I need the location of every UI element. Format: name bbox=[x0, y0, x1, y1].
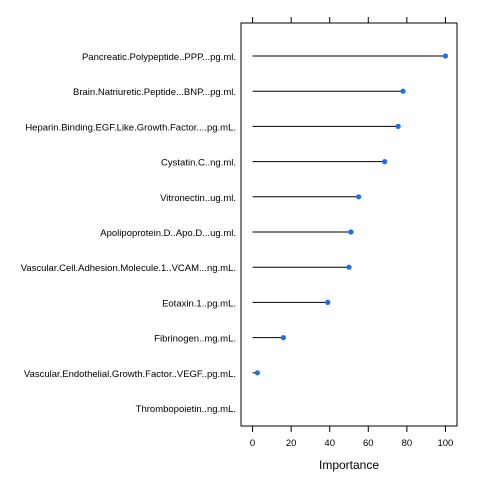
category-label: Thrombopoietin..ng.mL. bbox=[136, 404, 236, 415]
data-point bbox=[382, 159, 388, 165]
x-tick-label: 60 bbox=[363, 438, 374, 449]
category-label: Cystatin.C..ng.ml. bbox=[161, 158, 236, 169]
x-tick-label: 20 bbox=[286, 438, 297, 449]
x-tick-label: 80 bbox=[402, 438, 413, 449]
data-point bbox=[442, 53, 449, 59]
category-label: Brain.Natriuretic.Peptide...BNP...pg.ml. bbox=[73, 87, 236, 98]
data-point bbox=[395, 123, 401, 129]
lollipop-lines bbox=[252, 55, 446, 374]
category-label: Fibrinogen..mg.mL. bbox=[154, 334, 236, 345]
data-points bbox=[254, 53, 449, 376]
x-tick-label: 100 bbox=[437, 438, 453, 449]
data-point bbox=[400, 88, 406, 94]
category-label: Vascular.Endothelial.Growth.Factor..VEGF… bbox=[24, 369, 236, 380]
data-point bbox=[254, 370, 260, 376]
x-tick-label: 40 bbox=[324, 438, 335, 449]
category-label: Apolipoprotein.D..Apo.D...ug.ml. bbox=[100, 228, 236, 239]
data-point bbox=[356, 194, 362, 200]
category-label: Heparin.Binding.EGF.Like.Growth.Factor..… bbox=[25, 122, 236, 133]
data-point bbox=[346, 264, 352, 270]
x-axis-ticks: 0 20 40 60 80 100 bbox=[250, 17, 453, 449]
data-point bbox=[325, 299, 331, 305]
category-label: Pancreatic.Polypeptide..PPP...pg.ml. bbox=[82, 52, 236, 63]
category-label: Eotaxin.1..pg.mL. bbox=[162, 298, 236, 309]
data-point bbox=[280, 335, 287, 341]
x-axis-label: Importance bbox=[319, 458, 379, 472]
data-point bbox=[348, 229, 354, 235]
category-label: Vascular.Cell.Adhesion.Molecule.1..VCAM.… bbox=[21, 263, 236, 274]
x-tick-label: 0 bbox=[250, 438, 255, 449]
category-label: Vitronectin..ug.ml. bbox=[160, 193, 236, 204]
plot-frame bbox=[240, 22, 458, 427]
category-labels: Pancreatic.Polypeptide..PPP...pg.ml. Brai… bbox=[21, 52, 236, 415]
